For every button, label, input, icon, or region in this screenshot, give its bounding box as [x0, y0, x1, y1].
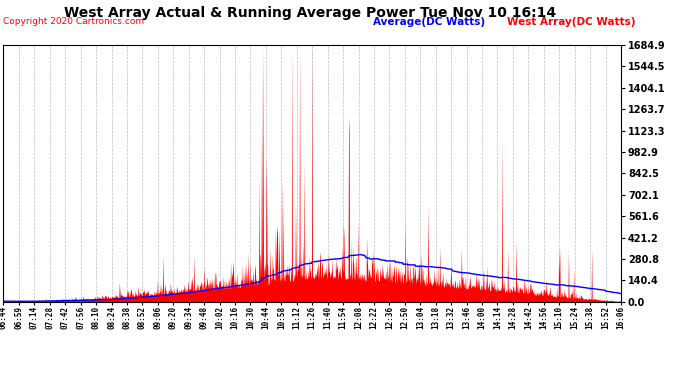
Text: Average(DC Watts): Average(DC Watts) — [373, 17, 484, 27]
Text: West Array Actual & Running Average Power Tue Nov 10 16:14: West Array Actual & Running Average Powe… — [64, 6, 557, 20]
Text: West Array(DC Watts): West Array(DC Watts) — [507, 17, 635, 27]
Text: Copyright 2020 Cartronics.com: Copyright 2020 Cartronics.com — [3, 17, 145, 26]
